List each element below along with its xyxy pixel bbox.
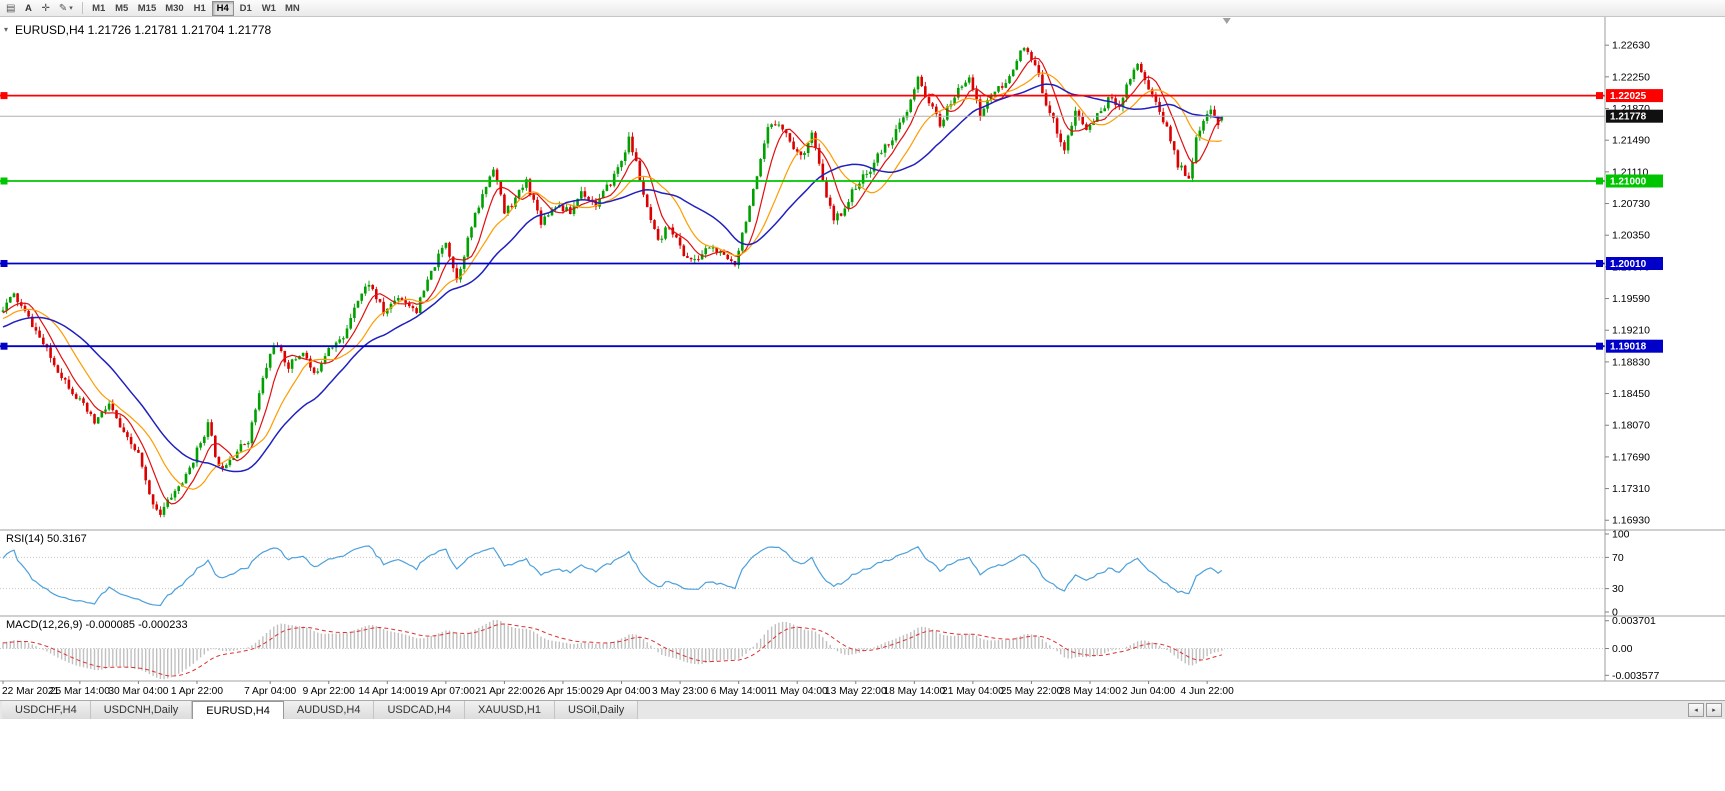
timeframe-h4-button[interactable]: H4 [211, 0, 234, 16]
svg-text:1.20010: 1.20010 [1610, 259, 1647, 270]
toolbar-separator [81, 2, 83, 14]
svg-text:1.20350: 1.20350 [1612, 230, 1650, 242]
macd-histogram-layer [2, 619, 1223, 680]
tab-usdcad-h4[interactable]: USDCAD,H4 [374, 701, 466, 719]
svg-text:25 May 22:00: 25 May 22:00 [1001, 686, 1063, 697]
macd-signal-line [2, 623, 1222, 677]
svg-text:21 Apr 22:00: 21 Apr 22:00 [476, 686, 534, 697]
svg-text:4 Jun 22:00: 4 Jun 22:00 [1181, 686, 1235, 697]
svg-text:1.18830: 1.18830 [1612, 356, 1650, 368]
rsi-indicator-label: RSI(14) 50.3167 [6, 533, 87, 545]
timeframe-mn-button[interactable]: MN [281, 1, 304, 16]
svg-text:2 Jun 04:00: 2 Jun 04:00 [1122, 686, 1176, 697]
timeframe-m15-button[interactable]: M15 [134, 1, 160, 16]
tab-xauusd-h1[interactable]: XAUUSD,H1 [465, 701, 555, 719]
svg-text:29 Apr 04:00: 29 Apr 04:00 [593, 686, 651, 697]
svg-text:0.00: 0.00 [1612, 643, 1633, 655]
pencil-icon: ✎ [58, 2, 68, 14]
tab-usdchf-h4[interactable]: USDCHF,H4 [2, 701, 91, 719]
svg-text:30: 30 [1612, 583, 1624, 595]
price-chart-canvas[interactable]: 1.226301.222501.218701.214901.211101.207… [0, 17, 1725, 700]
svg-text:1.16930: 1.16930 [1612, 515, 1650, 527]
tab-usoil-daily[interactable]: USOil,Daily [555, 701, 639, 719]
svg-text:7 Apr 04:00: 7 Apr 04:00 [244, 686, 296, 697]
svg-text:1.21490: 1.21490 [1612, 135, 1650, 147]
svg-text:1 Apr 22:00: 1 Apr 22:00 [171, 686, 223, 697]
svg-text:25 Mar 14:00: 25 Mar 14:00 [50, 686, 110, 697]
svg-text:1.18450: 1.18450 [1612, 388, 1650, 400]
svg-text:0.003701: 0.003701 [1612, 615, 1656, 627]
svg-text:1.19590: 1.19590 [1612, 293, 1650, 305]
level-lines-layer [0, 92, 1605, 350]
svg-text:6 May 14:00: 6 May 14:00 [711, 686, 767, 697]
svg-text:100: 100 [1612, 529, 1630, 541]
chart-shift-marker [1222, 18, 1231, 24]
svg-text:13 May 22:00: 13 May 22:00 [825, 686, 887, 697]
chart-tabs-bar: USDCHF,H4 USDCNH,Daily EURUSD,H4 AUDUSD,… [0, 700, 1725, 719]
timeframe-w1-button[interactable]: W1 [258, 1, 280, 16]
svg-text:22 Mar 2021: 22 Mar 2021 [2, 686, 60, 697]
tabs-scroll-group: ◂ ▸ [1688, 701, 1725, 719]
tab-audusd-h4[interactable]: AUDUSD,H4 [283, 701, 375, 719]
draw-tools-button[interactable]: ✎ ▾ [55, 1, 77, 16]
svg-text:14 Apr 14:00: 14 Apr 14:00 [358, 686, 416, 697]
tab-eurusd-h4[interactable]: EURUSD,H4 [192, 701, 284, 719]
svg-text:1.21000: 1.21000 [1610, 177, 1647, 188]
timeframe-m1-button[interactable]: M1 [88, 1, 110, 16]
svg-text:28 May 14:00: 28 May 14:00 [1059, 686, 1121, 697]
annotate-tool-button[interactable]: A [20, 1, 36, 16]
svg-text:11 May 04:00: 11 May 04:00 [767, 686, 828, 697]
svg-text:-0.003577: -0.003577 [1612, 670, 1659, 682]
rsi-line [2, 545, 1223, 607]
tab-usdcnh-daily[interactable]: USDCNH,Daily [90, 701, 193, 719]
chart-windows-icon[interactable]: ▤ [2, 1, 19, 16]
svg-text:1.19018: 1.19018 [1610, 342, 1647, 353]
svg-text:1.21778: 1.21778 [1610, 112, 1647, 123]
svg-text:1.22025: 1.22025 [1610, 91, 1647, 102]
macd-indicator-label: MACD(12,26,9) -0.000085 -0.000233 [6, 619, 188, 631]
svg-text:19 Apr 07:00: 19 Apr 07:00 [417, 686, 475, 697]
svg-text:26 Apr 15:00: 26 Apr 15:00 [534, 686, 592, 697]
crosshair-tool-button[interactable]: ✛ [37, 1, 53, 16]
chevron-down-icon: ▾ [69, 5, 73, 12]
timeframe-m5-button[interactable]: M5 [111, 1, 133, 16]
svg-text:1.17310: 1.17310 [1612, 483, 1650, 495]
svg-text:0: 0 [1612, 607, 1618, 619]
svg-text:21 May 04:00: 21 May 04:00 [942, 686, 1004, 697]
top-toolbar: ▤ A ✛ ✎ ▾ M1 M5 M15 M30 H1 H4 D1 W1 MN [0, 0, 1725, 17]
chart-title-caret-icon[interactable]: ▾ [4, 25, 9, 34]
svg-text:1.22250: 1.22250 [1612, 71, 1650, 83]
ma-line-7 [2, 57, 1223, 505]
timeframe-h1-button[interactable]: H1 [189, 1, 211, 16]
svg-text:30 Mar 04:00: 30 Mar 04:00 [108, 686, 168, 697]
svg-text:1.17690: 1.17690 [1612, 451, 1650, 463]
svg-text:9 Apr 22:00: 9 Apr 22:00 [303, 686, 355, 697]
svg-text:70: 70 [1612, 552, 1624, 564]
svg-text:1.20730: 1.20730 [1612, 198, 1650, 210]
svg-text:1.22630: 1.22630 [1612, 40, 1650, 52]
svg-text:1.18070: 1.18070 [1612, 420, 1650, 432]
ma-line-15 [2, 72, 1222, 490]
svg-text:18 May 14:00: 18 May 14:00 [883, 686, 945, 697]
tabs-scroll-left-button[interactable]: ◂ [1688, 703, 1704, 717]
chart-ohlc-title: EURUSD,H4 1.21726 1.21781 1.21704 1.2177… [15, 23, 272, 37]
tabs-scroll-right-button[interactable]: ▸ [1706, 703, 1722, 717]
svg-text:3 May 23:00: 3 May 23:00 [652, 686, 708, 697]
timeframe-m30-button[interactable]: M30 [161, 1, 187, 16]
timeframe-d1-button[interactable]: D1 [235, 1, 257, 16]
ma-line-28 [2, 83, 1222, 473]
svg-text:1.19210: 1.19210 [1612, 325, 1650, 337]
